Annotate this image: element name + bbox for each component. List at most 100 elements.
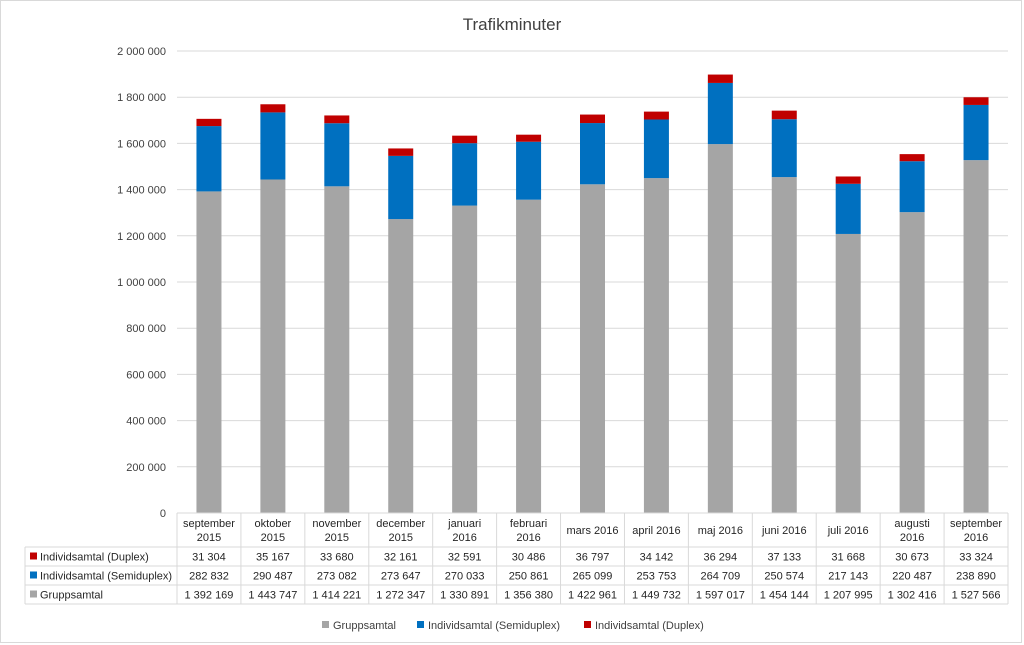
table-series-name: Individsamtal (Semiduplex) — [40, 571, 172, 583]
data-label: 1 414 221 — [312, 590, 361, 602]
bar-segment — [196, 118, 222, 127]
data-label: 1 207 995 — [824, 590, 873, 602]
data-label: 30 486 — [512, 552, 546, 564]
data-label: 1 449 732 — [632, 590, 681, 602]
data-label: 36 294 — [704, 552, 738, 564]
bars — [196, 74, 989, 514]
category-label: 2015 — [197, 532, 221, 544]
data-label: 1 454 144 — [760, 590, 809, 602]
bar-segment — [452, 205, 478, 513]
data-label: 264 709 — [700, 571, 740, 583]
table-series-name: Individsamtal (Duplex) — [40, 552, 149, 564]
bar-segment — [963, 160, 989, 513]
bar-segment — [835, 233, 861, 513]
data-label: 253 753 — [637, 571, 677, 583]
bar-segment — [324, 186, 350, 513]
bar-segment — [643, 119, 669, 179]
category-label: september — [950, 518, 1002, 530]
bar-segment — [388, 148, 414, 156]
legend-key — [322, 621, 329, 628]
bar-segment — [963, 104, 989, 161]
bar-segment — [516, 141, 542, 200]
gridlines — [177, 50, 1008, 468]
category-label: 2015 — [325, 532, 349, 544]
bar-segment — [643, 111, 669, 120]
legend-key — [584, 621, 591, 628]
data-label: 282 832 — [189, 571, 229, 583]
data-label: 273 647 — [381, 571, 421, 583]
category-label: 2016 — [452, 532, 476, 544]
data-table: september 2015 oktober 2015 november 2015 dece… — [24, 512, 1009, 605]
category-label: december — [376, 518, 425, 530]
bar-segment — [260, 112, 286, 180]
bar-segment — [580, 123, 605, 185]
data-label: 30 673 — [895, 552, 929, 564]
y-tick-label: 0 — [160, 508, 166, 520]
table-legend-key — [30, 590, 37, 598]
data-label: 238 890 — [956, 571, 996, 583]
table-legend-key — [30, 571, 37, 579]
bar-segment — [324, 123, 350, 187]
table-legend-key — [30, 552, 37, 560]
category-label: juni 2016 — [761, 525, 807, 537]
data-label: 1 330 891 — [440, 590, 489, 602]
bar-segment — [196, 126, 222, 192]
data-label: 37 133 — [767, 552, 801, 564]
bar-segment — [516, 199, 542, 514]
legend: Gruppsamtal Individsamtal (Semiduplex) Ind… — [322, 620, 704, 632]
data-label: 1 422 961 — [568, 590, 617, 602]
data-label: 1 597 017 — [696, 590, 745, 602]
data-label: 1 302 416 — [888, 590, 937, 602]
data-label: 33 680 — [320, 552, 354, 564]
data-label: 270 033 — [445, 571, 485, 583]
bar-segment — [260, 104, 286, 113]
y-tick-label: 400 000 — [126, 416, 166, 428]
data-label: 250 574 — [764, 571, 804, 583]
y-tick-label: 1 600 000 — [117, 138, 166, 150]
category-label: juli 2016 — [827, 525, 869, 537]
bar-segment — [963, 97, 989, 105]
data-label: 35 167 — [256, 552, 290, 564]
bar-segment — [899, 161, 925, 213]
data-label: 217 143 — [828, 571, 868, 583]
category-label: januari — [447, 518, 481, 530]
bar-segment — [643, 178, 669, 513]
bar-segment — [707, 144, 733, 514]
category-label: 2015 — [261, 532, 285, 544]
bar-segment — [388, 155, 414, 220]
bar-segment — [196, 191, 222, 513]
bar-segment — [452, 143, 478, 206]
category-label: 2016 — [900, 532, 924, 544]
data-label: 32 161 — [384, 552, 418, 564]
y-tick-label: 200 000 — [126, 462, 166, 474]
category-label: 2016 — [516, 532, 540, 544]
data-label: 250 861 — [509, 571, 549, 583]
y-tick-label: 1 000 000 — [117, 277, 166, 289]
category-label: april 2016 — [632, 525, 680, 537]
y-tick-label: 800 000 — [126, 323, 166, 335]
bar-segment — [388, 219, 414, 514]
category-label: november — [312, 518, 361, 530]
y-tick-label: 1 800 000 — [117, 92, 166, 104]
category-label: 2016 — [964, 532, 988, 544]
data-label: 36 797 — [576, 552, 610, 564]
bar-segment — [771, 177, 797, 513]
category-label: mars 2016 — [567, 525, 619, 537]
bar-segment — [771, 110, 797, 120]
data-label: 265 099 — [573, 571, 613, 583]
chart-title: Trafikminuter — [463, 15, 562, 34]
data-label: 273 082 — [317, 571, 357, 583]
bar-segment — [835, 183, 861, 234]
data-label: 32 591 — [448, 552, 482, 564]
bar-segment — [452, 135, 478, 144]
bar-segment — [516, 134, 542, 142]
category-label: augusti — [894, 518, 929, 530]
bar-segment — [707, 82, 733, 145]
data-label: 31 304 — [192, 552, 226, 564]
bar-segment — [324, 115, 350, 124]
data-label: 290 487 — [253, 571, 293, 583]
data-label: 1 392 169 — [184, 590, 233, 602]
bar-segment — [899, 154, 925, 162]
